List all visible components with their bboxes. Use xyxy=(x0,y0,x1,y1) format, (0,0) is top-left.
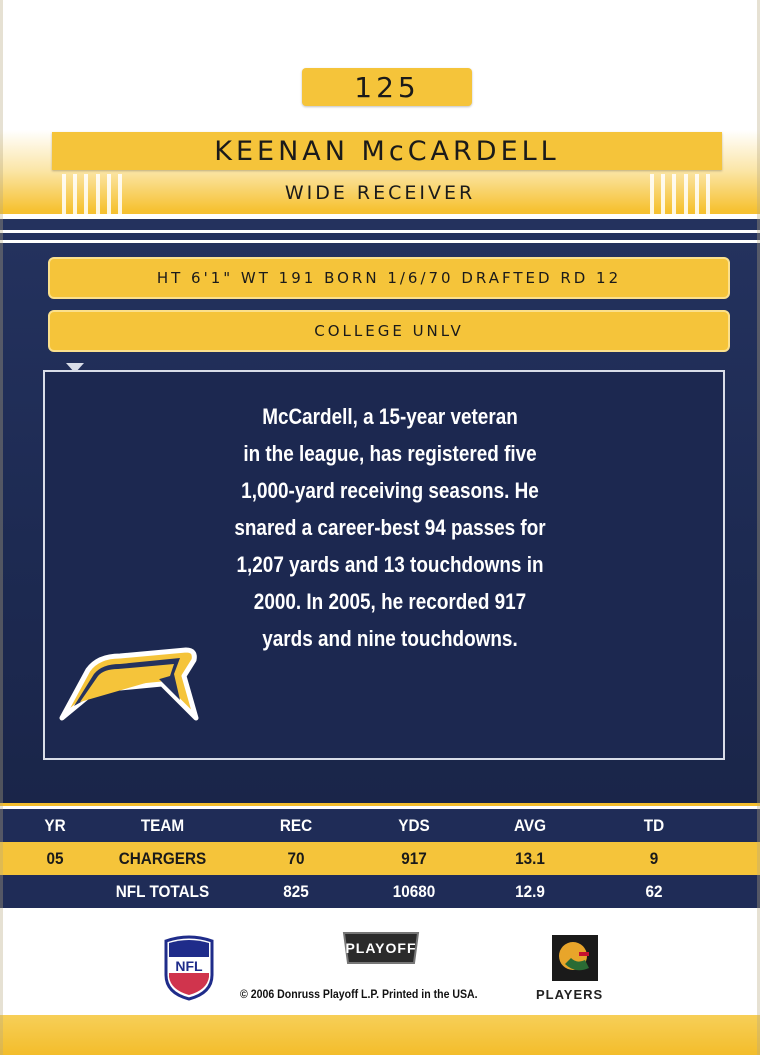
bio-line: 1,000-yard receiving seasons. He xyxy=(241,478,539,503)
header-td: TD xyxy=(643,816,665,835)
stats-season-row: 05 CHARGERS 70 917 13.1 9 xyxy=(0,842,760,875)
stats-totals-row: NFL TOTALS 825 10680 12.9 62 xyxy=(0,875,760,908)
copyright-text: © 2006 Donruss Playoff L.P. Printed in t… xyxy=(240,987,478,1001)
bio-box xyxy=(43,370,725,760)
season-avg: 13.1 xyxy=(515,849,545,868)
player-name: KEENAN McCARDELL xyxy=(52,132,722,170)
vitals-bar: HT 6'1" WT 191 BORN 1/6/70 DRAFTED RD 12 xyxy=(48,257,730,299)
bio-line: in the league, has registered five xyxy=(243,441,537,466)
header-avg: AVG xyxy=(513,816,547,835)
divider-stripe xyxy=(0,240,760,243)
card-number: 125 xyxy=(302,68,472,106)
bio-line: snared a career-best 94 passes for xyxy=(234,515,546,540)
totals-team: NFL TOTALS xyxy=(115,882,210,901)
divider-stripe xyxy=(0,214,760,219)
bio-line: McCardell, a 15-year veteran xyxy=(262,404,518,429)
grille-right xyxy=(650,174,710,214)
header-rec: REC xyxy=(279,816,313,835)
totals-rec: 825 xyxy=(283,882,309,901)
season-td: 9 xyxy=(649,849,659,868)
header-yr: YR xyxy=(44,816,66,835)
nfl-shield-icon: NFL xyxy=(164,935,214,1001)
playoff-logo-text: PLAYOFF xyxy=(345,940,417,956)
right-edge xyxy=(757,0,760,1055)
season-team: CHARGERS xyxy=(118,849,207,868)
bio-line: yards and nine touchdowns. xyxy=(262,626,518,651)
header-team: TEAM xyxy=(140,816,185,835)
header-yds: YDS xyxy=(398,816,430,835)
season-yds: 917 xyxy=(401,849,427,868)
bio-line: 2000. In 2005, he recorded 917 xyxy=(253,589,527,614)
bio-notch xyxy=(66,363,84,373)
players-helmet-icon xyxy=(552,935,598,981)
season-yr: 05 xyxy=(46,849,64,868)
bottom-gold-band xyxy=(0,1015,760,1055)
stats-header-row: YR TEAM REC YDS AVG TD xyxy=(0,806,760,842)
season-rec: 70 xyxy=(287,849,305,868)
lightning-bolt-icon xyxy=(59,647,199,721)
grille-left xyxy=(62,174,122,214)
divider-stripe xyxy=(0,230,760,233)
divider-stripe xyxy=(0,219,760,228)
players-logo-text: PLAYERS xyxy=(536,987,604,1002)
college-bar: COLLEGE UNLV xyxy=(48,310,730,352)
bio-text: McCardell, a 15-year veteran in the leag… xyxy=(209,398,570,657)
nfl-logo-text: NFL xyxy=(175,958,203,974)
left-edge xyxy=(0,0,3,1055)
bio-line: 1,207 yards and 13 touchdowns in xyxy=(236,552,544,577)
player-position: WIDE RECEIVER xyxy=(284,182,476,204)
stats-table: YR TEAM REC YDS AVG TD 05 CHARGERS 70 91… xyxy=(0,806,760,908)
totals-td: 62 xyxy=(645,882,663,901)
totals-yds: 10680 xyxy=(392,882,436,901)
totals-avg: 12.9 xyxy=(515,882,545,901)
playoff-logo-icon xyxy=(342,932,420,964)
